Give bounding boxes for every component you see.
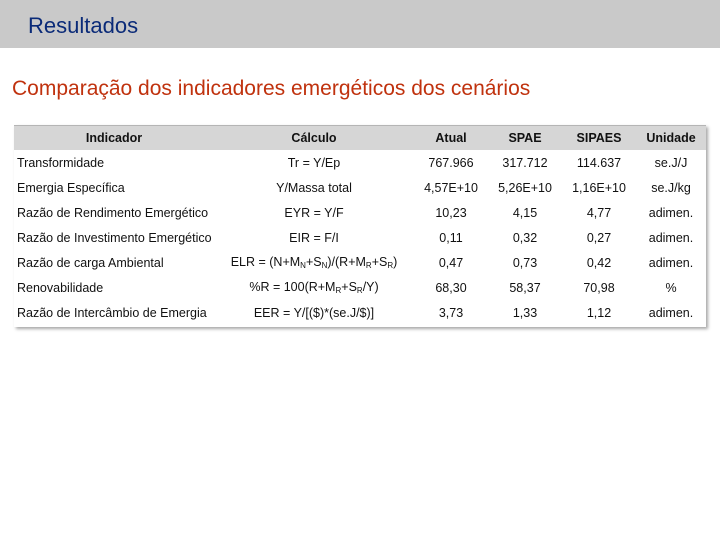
cell-sipaes: 1,16E+10 <box>572 180 626 195</box>
table-row: Renovabilidade %R = 100(R+MR+SR/Y) 68,30… <box>14 275 706 300</box>
cell-indicador: Razão de Rendimento Emergético <box>17 205 209 220</box>
cell-indicador: Emergia Específica <box>17 180 125 195</box>
cell-spae: 5,26E+10 <box>498 180 552 195</box>
cell-sipaes: 70,98 <box>583 280 615 295</box>
table-row: Razão de Rendimento Emergético EYR = Y/F… <box>14 200 706 225</box>
cell-calculo: Tr = Y/Ep <box>287 155 341 170</box>
header-bar: Resultados <box>0 0 720 48</box>
column-header-calculo: Cálculo <box>291 131 337 145</box>
indicators-table: Indicador Cálculo Atual SPAE SIPAES Unid… <box>14 126 706 327</box>
cell-atual: 68,30 <box>435 280 467 295</box>
column-header-sipaes: SIPAES <box>576 131 622 145</box>
cell-calculo: ELR = (N+MN+SN)/(R+MR+SR) <box>230 255 398 270</box>
cell-calculo: EIR = F/I <box>289 230 339 245</box>
cell-spae: 0,32 <box>512 230 538 245</box>
cell-unidade: adimen. <box>648 305 694 320</box>
cell-atual: 3,73 <box>438 305 464 320</box>
cell-calculo: EYR = Y/F <box>284 205 344 220</box>
cell-indicador: Razão de Intercâmbio de Emergia <box>17 305 207 320</box>
cell-unidade: adimen. <box>648 230 694 245</box>
cell-spae: 0,73 <box>512 255 538 270</box>
column-header-atual: Atual <box>435 131 467 145</box>
cell-sipaes: 114.637 <box>576 155 622 170</box>
cell-spae: 58,37 <box>509 280 541 295</box>
cell-unidade: se.J/kg <box>651 180 691 195</box>
cell-indicador: Razão de Investimento Emergético <box>17 230 212 245</box>
slide-subtitle: Comparação dos indicadores emergéticos d… <box>12 77 531 100</box>
cell-sipaes: 4,77 <box>586 205 612 220</box>
cell-spae: 4,15 <box>512 205 538 220</box>
cell-spae: 1,33 <box>512 305 538 320</box>
cell-spae: 317.712 <box>502 155 548 170</box>
table-row: Razão de Investimento Emergético EIR = F… <box>14 225 706 250</box>
table-row: Transformidade Tr = Y/Ep 767.966 317.712… <box>14 150 706 175</box>
column-header-indicador: Indicador <box>85 131 143 145</box>
cell-sipaes: 1,12 <box>586 305 612 320</box>
cell-calculo: EER = Y/[($)*(se.J/$)] <box>253 305 375 320</box>
column-header-spae: SPAE <box>508 131 542 145</box>
cell-unidade: adimen. <box>648 205 694 220</box>
cell-sipaes: 0,42 <box>586 255 612 270</box>
table-row: Razão de Intercâmbio de Emergia EER = Y/… <box>14 300 706 327</box>
cell-indicador: Renovabilidade <box>17 280 104 295</box>
cell-unidade: % <box>665 280 677 295</box>
cell-unidade: se.J/J <box>654 155 688 170</box>
cell-unidade: adimen. <box>648 255 694 270</box>
cell-atual: 0,47 <box>438 255 464 270</box>
cell-calculo: %R = 100(R+MR+SR/Y) <box>249 280 379 295</box>
table-row: Razão de carga Ambiental ELR = (N+MN+SN)… <box>14 250 706 275</box>
cell-atual: 767.966 <box>428 155 474 170</box>
cell-sipaes: 0,27 <box>586 230 612 245</box>
cell-atual: 4,57E+10 <box>424 180 478 195</box>
indicators-table-container: Indicador Cálculo Atual SPAE SIPAES Unid… <box>14 125 706 327</box>
table-row: Emergia Específica Y/Massa total 4,57E+1… <box>14 175 706 200</box>
cell-atual: 0,11 <box>439 230 463 245</box>
cell-indicador: Razão de carga Ambiental <box>17 255 164 270</box>
slide-title: Resultados <box>28 13 139 38</box>
cell-calculo: Y/Massa total <box>276 180 352 195</box>
cell-indicador: Transformidade <box>17 155 105 170</box>
cell-atual: 10,23 <box>435 205 467 220</box>
column-header-unidade: Unidade <box>646 131 696 145</box>
table-header-row: Indicador Cálculo Atual SPAE SIPAES Unid… <box>14 126 706 150</box>
